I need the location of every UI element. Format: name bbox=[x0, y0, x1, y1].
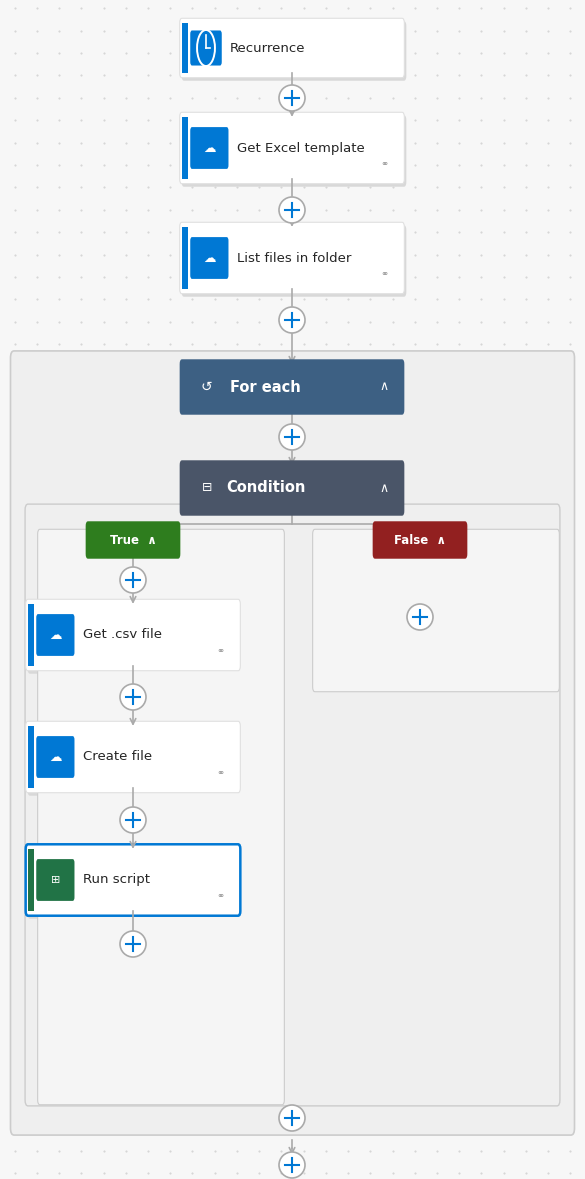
Text: ☁: ☁ bbox=[49, 628, 61, 641]
Ellipse shape bbox=[120, 567, 146, 593]
Ellipse shape bbox=[279, 424, 305, 450]
Text: ⚭: ⚭ bbox=[380, 159, 388, 169]
Ellipse shape bbox=[407, 604, 433, 630]
FancyBboxPatch shape bbox=[180, 19, 404, 78]
FancyBboxPatch shape bbox=[182, 21, 407, 80]
Bar bbox=[182, 24, 188, 73]
Text: Create file: Create file bbox=[82, 751, 152, 764]
FancyBboxPatch shape bbox=[180, 360, 404, 415]
Text: Run script: Run script bbox=[82, 874, 150, 887]
FancyBboxPatch shape bbox=[37, 529, 284, 1105]
Bar bbox=[28, 726, 34, 788]
Bar bbox=[28, 604, 34, 666]
Text: ⊟: ⊟ bbox=[201, 481, 212, 494]
FancyBboxPatch shape bbox=[85, 521, 180, 559]
Bar bbox=[182, 228, 188, 289]
Ellipse shape bbox=[279, 1105, 305, 1131]
FancyBboxPatch shape bbox=[193, 473, 221, 503]
FancyBboxPatch shape bbox=[11, 351, 574, 1135]
FancyBboxPatch shape bbox=[25, 505, 560, 1106]
Text: List files in folder: List files in folder bbox=[237, 251, 351, 264]
FancyBboxPatch shape bbox=[180, 112, 404, 184]
Text: ⚭: ⚭ bbox=[216, 768, 224, 778]
Text: ☁: ☁ bbox=[203, 141, 216, 154]
FancyBboxPatch shape bbox=[27, 848, 242, 918]
FancyBboxPatch shape bbox=[180, 460, 404, 515]
Ellipse shape bbox=[279, 1152, 305, 1178]
FancyBboxPatch shape bbox=[180, 223, 404, 294]
FancyBboxPatch shape bbox=[373, 521, 467, 559]
FancyBboxPatch shape bbox=[26, 844, 240, 916]
Ellipse shape bbox=[279, 307, 305, 332]
FancyBboxPatch shape bbox=[26, 722, 240, 792]
Text: Recurrence: Recurrence bbox=[230, 41, 305, 54]
FancyBboxPatch shape bbox=[182, 116, 407, 186]
Ellipse shape bbox=[279, 197, 305, 223]
FancyBboxPatch shape bbox=[27, 724, 242, 796]
FancyBboxPatch shape bbox=[190, 237, 229, 279]
Ellipse shape bbox=[120, 684, 146, 710]
FancyBboxPatch shape bbox=[190, 31, 222, 66]
Text: ☁: ☁ bbox=[49, 751, 61, 764]
Text: ☁: ☁ bbox=[203, 251, 216, 264]
Bar bbox=[28, 849, 34, 911]
Text: ⊞: ⊞ bbox=[51, 875, 60, 885]
FancyBboxPatch shape bbox=[190, 127, 229, 169]
Ellipse shape bbox=[279, 85, 305, 111]
Text: Get .csv file: Get .csv file bbox=[82, 628, 161, 641]
Ellipse shape bbox=[120, 806, 146, 834]
Text: False  ∧: False ∧ bbox=[394, 534, 446, 547]
FancyBboxPatch shape bbox=[27, 602, 242, 673]
FancyBboxPatch shape bbox=[36, 614, 74, 656]
FancyBboxPatch shape bbox=[182, 225, 407, 297]
Text: True  ∧: True ∧ bbox=[109, 534, 156, 547]
Text: ∧: ∧ bbox=[380, 481, 388, 494]
Text: ⚭: ⚭ bbox=[216, 891, 224, 901]
FancyBboxPatch shape bbox=[36, 736, 74, 778]
Text: ⚭: ⚭ bbox=[380, 269, 388, 279]
FancyBboxPatch shape bbox=[26, 599, 240, 671]
FancyBboxPatch shape bbox=[36, 859, 74, 901]
Ellipse shape bbox=[120, 931, 146, 957]
FancyBboxPatch shape bbox=[312, 529, 559, 692]
Bar bbox=[182, 117, 188, 179]
Text: ∧: ∧ bbox=[380, 381, 388, 394]
FancyBboxPatch shape bbox=[193, 373, 221, 402]
Text: For each: For each bbox=[230, 380, 301, 395]
Text: ⚭: ⚭ bbox=[216, 646, 224, 656]
Text: Get Excel template: Get Excel template bbox=[237, 141, 364, 154]
Text: ↺: ↺ bbox=[201, 380, 212, 394]
Text: Condition: Condition bbox=[226, 481, 305, 495]
